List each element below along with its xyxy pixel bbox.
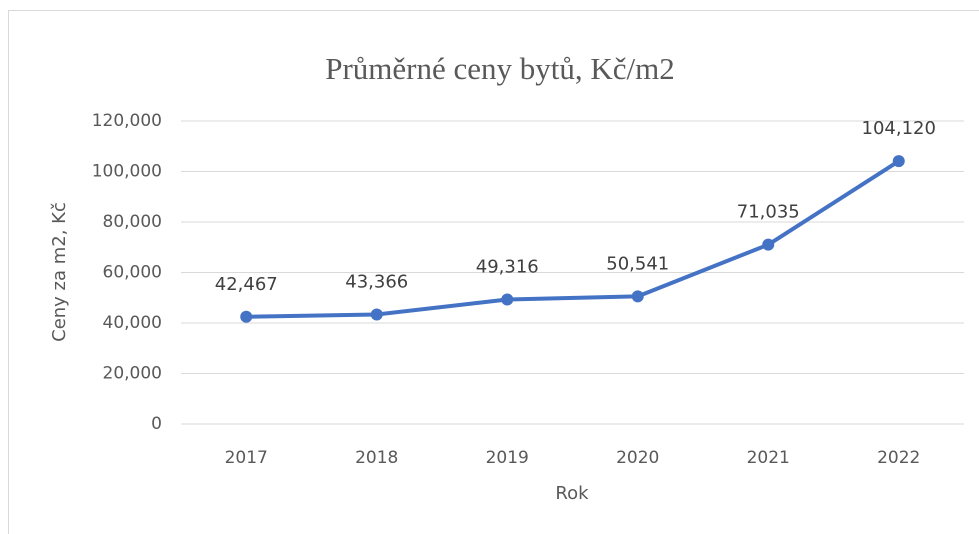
y-tick-label: 120,000 — [92, 111, 162, 131]
y-tick-label: 80,000 — [103, 212, 162, 232]
y-axis-title: Ceny za m2, Kč — [49, 202, 70, 342]
y-tick-label: 0 — [151, 414, 162, 434]
x-tick-label: 2021 — [747, 448, 790, 468]
data-label: 104,120 — [862, 118, 936, 139]
data-label: 71,035 — [737, 202, 800, 223]
data-label: 43,366 — [345, 272, 408, 293]
data-label: 50,541 — [606, 253, 669, 274]
chart-border — [8, 10, 979, 534]
line — [246, 159, 900, 319]
y-tick-label: 60,000 — [103, 263, 162, 283]
marker — [631, 290, 644, 303]
x-tick-label: 2019 — [486, 448, 529, 468]
y-tick-label: 20,000 — [103, 364, 162, 384]
marker — [892, 155, 905, 168]
marker — [240, 310, 253, 323]
marker — [501, 293, 514, 306]
data-label: 49,316 — [476, 256, 539, 277]
x-tick-label: 2020 — [616, 448, 659, 468]
y-tick-label: 40,000 — [103, 313, 162, 333]
x-tick-label: 2022 — [877, 448, 920, 468]
x-tick-label: 2018 — [355, 448, 398, 468]
marker — [370, 308, 383, 321]
x-tick-label: 2017 — [225, 448, 268, 468]
y-tick-label: 100,000 — [92, 162, 162, 182]
x-axis-title: Rok — [555, 483, 589, 504]
chart-title: Průměrné ceny bytů, Kč/m2 — [325, 51, 675, 86]
data-label: 42,467 — [215, 274, 278, 295]
marker — [762, 238, 775, 251]
